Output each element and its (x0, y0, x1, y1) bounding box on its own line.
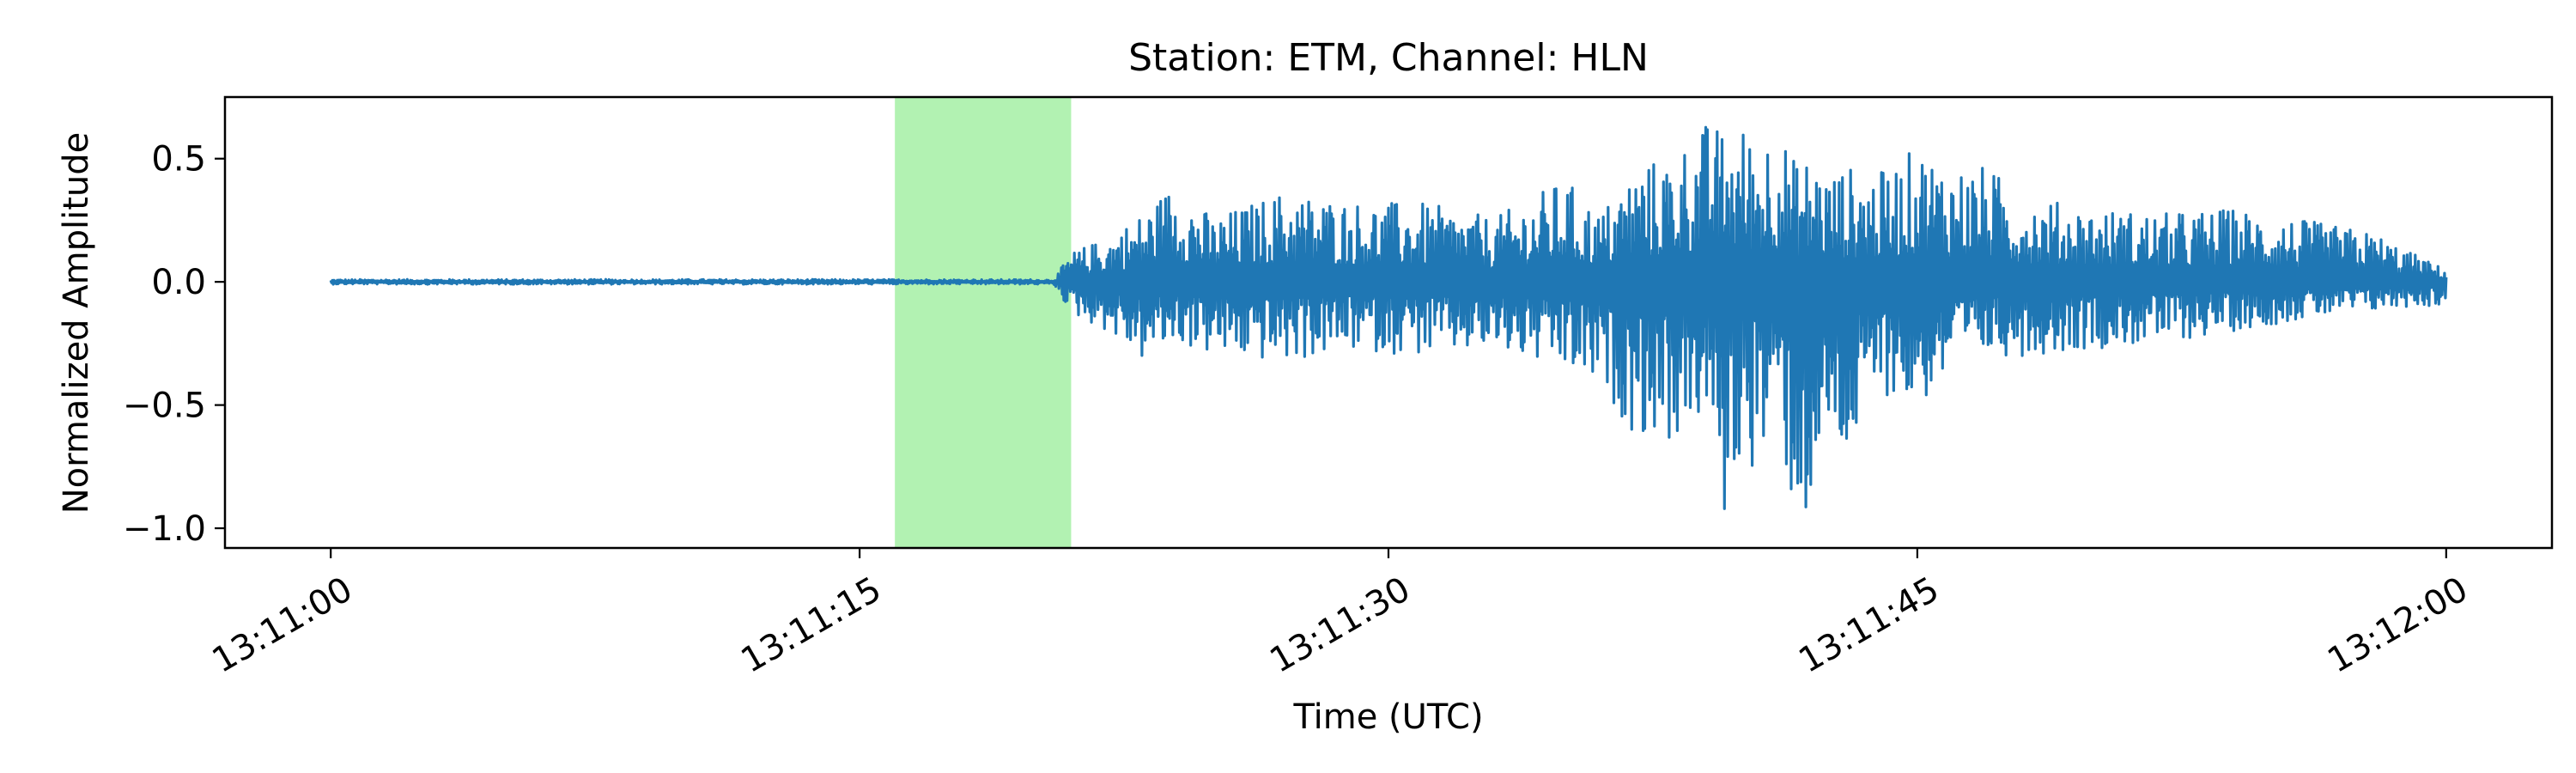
x-tick-label: 13:12:00 (2321, 569, 2475, 681)
waveform-layer (329, 125, 2448, 510)
highlight-span (895, 97, 1072, 548)
x-tick-label: 13:11:30 (1263, 569, 1417, 681)
x-tick-label: 13:11:45 (1792, 569, 1946, 681)
waveform-line (329, 125, 2448, 510)
highlight-layer (895, 97, 1072, 548)
x-axis-label: Time (UTC) (1292, 697, 1483, 737)
y-axis: 0.5 0.0 −0.5 −1.0 (123, 140, 225, 549)
y-axis-label: Normalized Amplitude (57, 132, 96, 514)
y-tick-label: 0.0 (151, 263, 206, 302)
y-tick-label: −1.0 (123, 509, 206, 549)
x-axis: 13:11:00 13:11:15 13:11:30 13:11:45 13:12:00 (206, 548, 2475, 681)
x-tick-label: 13:11:00 (206, 569, 360, 681)
x-tick-label: 13:11:15 (735, 569, 889, 681)
y-tick-label: 0.5 (151, 140, 206, 180)
chart-title: Station: ETM, Channel: HLN (1128, 36, 1649, 80)
y-tick-label: −0.5 (123, 386, 206, 426)
